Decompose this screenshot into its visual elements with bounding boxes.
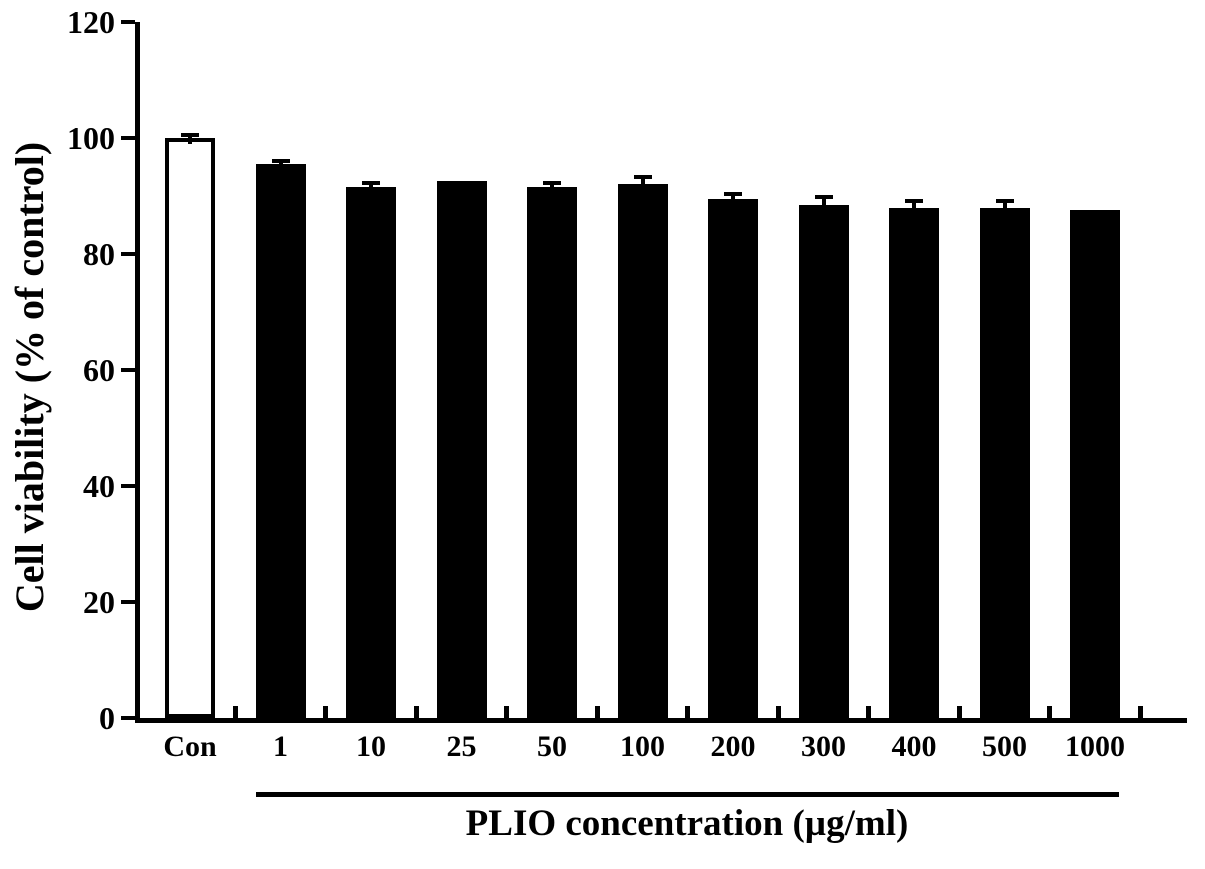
x-axis-minor-tick: [1047, 706, 1053, 718]
y-axis-tick-label: 80: [83, 236, 115, 272]
y-axis-line: [135, 22, 140, 723]
x-axis-minor-tick: [594, 706, 600, 718]
error-bar: [1002, 200, 1007, 214]
y-axis-tick-label: 20: [83, 584, 115, 620]
error-bar-cap: [995, 198, 1014, 203]
y-axis-tick-label: 60: [83, 352, 115, 388]
bar: [1070, 210, 1120, 718]
error-bar-cap: [814, 195, 833, 200]
x-axis-tick-label: 300: [801, 730, 846, 763]
error-bar-cap: [543, 181, 561, 186]
bar: [527, 187, 577, 718]
error-bar-cap: [905, 198, 923, 203]
error-bar: [369, 183, 373, 194]
error-bar: [640, 176, 645, 191]
bar: [708, 199, 758, 718]
x-axis-minor-tick: [775, 706, 781, 718]
x-axis-minor-tick: [413, 706, 419, 718]
x-axis-minor-tick: [866, 706, 872, 718]
y-axis-tick-label: 0: [99, 700, 115, 736]
error-bar-cap: [362, 181, 380, 186]
y-axis-tick-label: 120: [67, 4, 115, 40]
bar: [889, 208, 939, 718]
x-axis-tick-label: 100: [620, 730, 665, 763]
y-axis-tick-label: 100: [67, 120, 115, 156]
x-axis-tick-label: 10: [356, 730, 386, 763]
x-axis-tick-label: 500: [982, 730, 1027, 763]
y-axis-tick: [121, 716, 135, 720]
x-axis-tick-label: 200: [710, 730, 756, 763]
x-axis-minor-tick: [1137, 706, 1143, 718]
x-axis-tick-label: 50: [537, 730, 567, 763]
x-axis-minor-tick: [956, 706, 962, 718]
x-axis-minor-tick: [232, 706, 238, 718]
error-bar: [731, 194, 735, 205]
x-group-bracket: [256, 792, 1119, 797]
error-bar: [278, 161, 283, 171]
error-bar-cap: [724, 192, 742, 197]
error-bar: [912, 200, 916, 214]
x-axis-line: [135, 718, 1187, 723]
bar: [165, 138, 215, 718]
error-bar: [821, 197, 826, 211]
x-axis-minor-tick: [685, 706, 691, 718]
x-axis-tick-label: 1000: [1065, 730, 1125, 763]
bar: [436, 181, 487, 718]
error-bar: [550, 183, 554, 194]
error-bar-cap: [181, 133, 199, 138]
bar: [798, 205, 849, 718]
y-axis-tick: [121, 136, 135, 140]
y-axis-tick-label: 40: [83, 468, 115, 504]
error-bar-cap: [271, 159, 290, 164]
x-axis-title: PLIO concentration (µg/ml): [465, 803, 909, 844]
y-axis-tick: [121, 484, 135, 488]
y-axis-tick: [121, 600, 135, 604]
bar: [346, 187, 396, 718]
x-axis-tick-label: Con: [163, 730, 217, 763]
bar: [617, 184, 668, 718]
error-bar: [188, 135, 192, 144]
bar: [979, 208, 1030, 718]
y-axis-tick: [121, 252, 135, 256]
plot-area: 0 20 40 60 80 100 120 Con 1 10 25 50 100 200 300 400 500…: [67, 4, 1187, 763]
x-axis-tick-label: 400: [891, 730, 937, 763]
bar: [255, 164, 306, 718]
y-axis-tick: [121, 20, 135, 24]
x-axis-tick-label: 25: [446, 730, 477, 763]
x-axis-minor-tick: [323, 706, 329, 718]
error-bar-cap: [633, 174, 652, 179]
x-axis-tick-label: 1: [273, 730, 288, 763]
x-axis-minor-tick: [504, 706, 510, 718]
y-axis-tick: [121, 368, 135, 372]
